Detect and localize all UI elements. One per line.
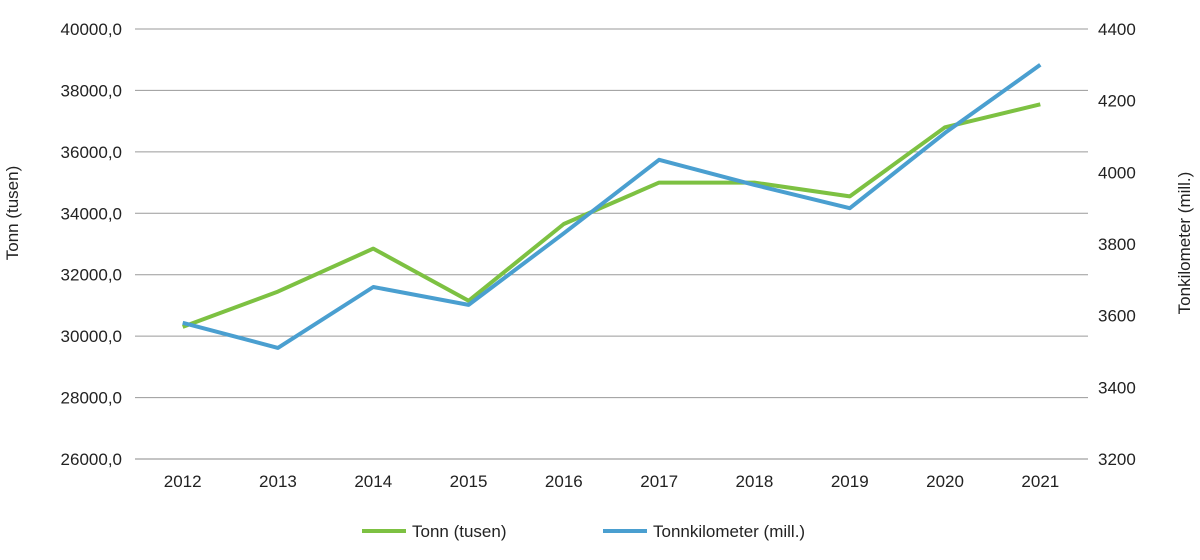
right-tick-label: 3400 (1098, 378, 1136, 397)
legend-label-tonn: Tonn (tusen) (412, 522, 507, 541)
legend-label-tonnkilometer: Tonnkilometer (mill.) (653, 522, 805, 541)
x-tick-label: 2012 (164, 472, 202, 491)
right-tick-label: 3200 (1098, 450, 1136, 469)
series-lines (182, 63, 1042, 350)
x-tick-label: 2018 (736, 472, 774, 491)
left-tick-label: 40000,0 (61, 20, 122, 39)
x-tick-label: 2021 (1021, 472, 1059, 491)
left-tick-label: 26000,0 (61, 450, 122, 469)
x-tick-label: 2015 (450, 472, 488, 491)
x-tick-label: 2020 (926, 472, 964, 491)
left-tick-label: 38000,0 (61, 81, 122, 100)
x-axis-ticks: 2012 2013 2014 2015 2016 2017 2018 2019 2020 2021 (164, 472, 1060, 491)
left-tick-label: 28000,0 (61, 389, 122, 408)
left-y-axis-ticks: 26000,0 28000,0 30000,0 32000,0 34000,0 36000… (61, 20, 122, 469)
legend: Tonn (tusen) Tonnkilometer (mill.) (362, 522, 805, 541)
series-line-tonnkilometer (182, 63, 1042, 350)
series-line-tonn (182, 102, 1041, 329)
left-tick-label: 32000,0 (61, 266, 122, 285)
right-axis-title: Tonkilometer (mill.) (1175, 172, 1194, 315)
left-tick-label: 34000,0 (61, 204, 122, 223)
right-tick-label: 3600 (1098, 307, 1136, 326)
gridlines (135, 28, 1088, 460)
x-tick-label: 2016 (545, 472, 583, 491)
right-tick-label: 4000 (1098, 163, 1136, 182)
left-tick-label: 30000,0 (61, 327, 122, 346)
right-tick-label: 4200 (1098, 92, 1136, 111)
left-tick-label: 36000,0 (61, 143, 122, 162)
right-tick-label: 3800 (1098, 235, 1136, 254)
x-tick-label: 2014 (354, 472, 392, 491)
right-tick-label: 4400 (1098, 20, 1136, 39)
x-tick-label: 2019 (831, 472, 869, 491)
x-tick-label: 2013 (259, 472, 297, 491)
right-y-axis-ticks: 3200 3400 3600 3800 4000 4200 4400 (1098, 20, 1136, 469)
left-axis-title: Tonn (tusen) (3, 166, 22, 261)
x-tick-label: 2017 (640, 472, 678, 491)
